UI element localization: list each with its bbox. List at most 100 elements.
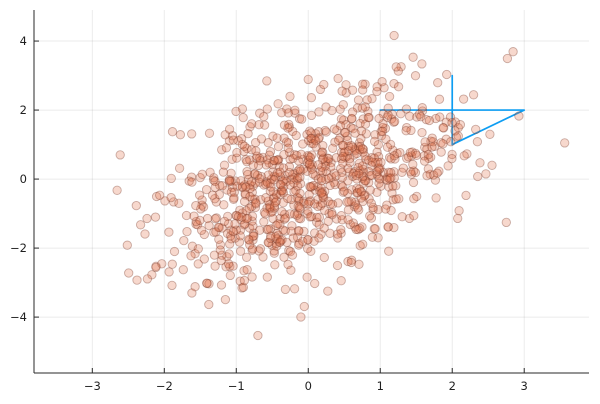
scatter-point xyxy=(289,209,300,219)
scatter-point xyxy=(339,115,349,125)
scatter-point xyxy=(215,240,226,250)
scatter-point xyxy=(294,238,304,249)
scatter-point xyxy=(343,176,353,186)
scatter-point xyxy=(424,115,435,126)
scatter-point xyxy=(289,187,299,197)
scatter-point xyxy=(406,151,417,161)
scatter-point xyxy=(404,111,415,121)
scatter-point xyxy=(284,245,294,256)
scatter-point xyxy=(204,279,214,289)
scatter-point xyxy=(472,137,483,147)
scatter-point xyxy=(279,133,289,143)
scatter-point xyxy=(393,82,404,92)
scatter-point xyxy=(273,230,283,240)
scatter-point xyxy=(288,126,298,137)
scatter-point xyxy=(279,214,290,224)
scatter-point xyxy=(270,172,281,182)
scatter-point xyxy=(324,153,334,164)
y-tick-label: −2 xyxy=(10,241,27,255)
scatter-point xyxy=(295,172,305,182)
scatter-point xyxy=(231,106,241,117)
scatter-point xyxy=(367,232,378,242)
scatter-point xyxy=(224,124,235,134)
scatter-point xyxy=(369,224,379,234)
scatter-point xyxy=(290,105,300,115)
scatter-point xyxy=(241,154,251,165)
scatter-point xyxy=(308,139,319,149)
scatter-point xyxy=(294,114,305,124)
scatter-point xyxy=(267,206,278,217)
scatter-point xyxy=(244,235,254,245)
scatter-point xyxy=(356,193,366,203)
scatter-point xyxy=(294,202,305,212)
scatter-point xyxy=(296,149,306,159)
scatter-point xyxy=(405,147,415,158)
scatter-point xyxy=(236,176,246,186)
scatter-point xyxy=(294,226,304,236)
scatter-point xyxy=(317,198,327,208)
scatter-point xyxy=(408,177,419,188)
scatter-point xyxy=(455,120,466,130)
scatter-point xyxy=(237,182,248,192)
scatter-point xyxy=(393,66,403,76)
scatter-point xyxy=(357,144,368,154)
scatter-point xyxy=(362,95,372,105)
scatter-point xyxy=(323,216,333,226)
scatter-point xyxy=(409,211,419,221)
scatter-point xyxy=(315,201,326,211)
scatter-point xyxy=(174,198,184,208)
scatter-point xyxy=(428,170,439,180)
scatter-point xyxy=(221,262,231,272)
scatter-point xyxy=(269,246,279,256)
scatter-point xyxy=(229,187,239,197)
scatter-point xyxy=(442,69,452,80)
x-tick-label: 0 xyxy=(305,379,312,393)
scatter-point xyxy=(434,166,444,176)
scatter-point xyxy=(284,119,294,130)
scatter-point xyxy=(235,205,245,215)
scatter-point xyxy=(453,131,463,141)
scatter-point xyxy=(305,126,315,136)
scatter-point xyxy=(453,213,463,224)
scatter-point xyxy=(345,157,355,168)
scatter-point xyxy=(166,173,176,184)
scatter-point xyxy=(338,187,348,197)
scatter-point xyxy=(410,71,421,81)
scatter-point xyxy=(369,153,379,163)
scatter-point xyxy=(210,182,220,193)
scatter-point xyxy=(193,244,203,254)
scatter-point xyxy=(285,154,295,165)
scatter-point xyxy=(269,248,279,258)
scatter-point xyxy=(246,177,257,187)
scatter-point xyxy=(447,149,457,160)
scatter-point xyxy=(247,272,257,282)
scatter-point xyxy=(263,170,273,180)
scatter-point xyxy=(382,142,393,152)
scatter-point xyxy=(241,214,252,224)
scatter-point xyxy=(288,153,298,164)
scatter-point xyxy=(321,127,331,137)
scatter-point xyxy=(396,62,406,72)
scatter-point xyxy=(258,252,268,262)
scatter-point xyxy=(151,191,162,202)
scatter-point xyxy=(343,205,354,215)
scatter-point xyxy=(247,216,257,226)
scatter-point xyxy=(352,203,363,213)
scatter-point xyxy=(338,140,348,150)
scatter-point xyxy=(277,186,288,196)
scatter-point xyxy=(273,219,283,229)
scatter-point xyxy=(355,241,365,251)
scatter-point xyxy=(390,154,400,164)
scatter-point xyxy=(348,218,358,228)
scatter-point xyxy=(395,147,405,158)
scatter-point xyxy=(340,147,350,157)
scatter-point xyxy=(187,241,198,251)
scatter-point xyxy=(242,143,252,154)
scatter-point xyxy=(265,202,275,212)
scatter-point xyxy=(383,167,394,177)
scatter-point xyxy=(291,130,301,141)
scatter-point xyxy=(271,238,281,249)
scatter-point xyxy=(329,168,339,178)
scatter-point xyxy=(427,142,437,152)
scatter-point xyxy=(304,151,314,162)
